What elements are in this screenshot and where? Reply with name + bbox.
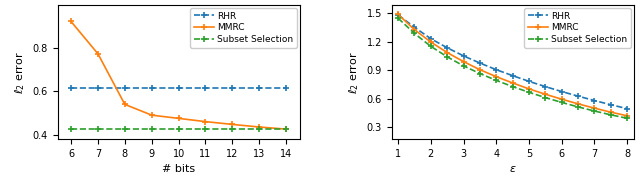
MMRC bbox=[460, 61, 467, 63]
Subset Selection bbox=[591, 110, 598, 112]
MMRC bbox=[492, 76, 500, 78]
Line: Subset Selection: Subset Selection bbox=[68, 126, 289, 132]
MMRC bbox=[623, 115, 631, 117]
MMRC bbox=[175, 117, 182, 119]
Subset Selection bbox=[444, 56, 451, 58]
MMRC bbox=[444, 51, 451, 54]
Y-axis label: $\ell_2$ error: $\ell_2$ error bbox=[347, 51, 361, 94]
MMRC bbox=[148, 114, 156, 116]
MMRC bbox=[67, 20, 75, 23]
RHR bbox=[623, 108, 631, 110]
RHR bbox=[255, 87, 263, 89]
Subset Selection bbox=[175, 128, 182, 130]
RHR bbox=[94, 87, 102, 89]
RHR bbox=[558, 90, 566, 93]
Subset Selection bbox=[394, 17, 402, 19]
Y-axis label: $\ell_2$ error: $\ell_2$ error bbox=[13, 51, 27, 94]
MMRC bbox=[476, 69, 484, 71]
RHR bbox=[202, 87, 209, 89]
RHR bbox=[175, 87, 182, 89]
Subset Selection bbox=[492, 79, 500, 82]
RHR bbox=[509, 75, 516, 77]
Subset Selection bbox=[411, 32, 419, 35]
MMRC bbox=[509, 82, 516, 84]
MMRC bbox=[541, 93, 549, 95]
Subset Selection bbox=[94, 128, 102, 130]
Subset Selection bbox=[558, 101, 566, 103]
MMRC bbox=[558, 98, 566, 100]
Subset Selection bbox=[121, 128, 129, 130]
Line: RHR: RHR bbox=[68, 85, 289, 91]
RHR bbox=[492, 69, 500, 71]
MMRC bbox=[427, 41, 435, 43]
Subset Selection bbox=[541, 96, 549, 99]
Subset Selection bbox=[202, 128, 209, 130]
Subset Selection bbox=[623, 117, 631, 119]
RHR bbox=[525, 80, 532, 82]
MMRC bbox=[121, 103, 129, 105]
Subset Selection bbox=[476, 72, 484, 75]
Subset Selection bbox=[255, 128, 263, 130]
RHR bbox=[228, 87, 236, 89]
Subset Selection bbox=[282, 128, 290, 130]
X-axis label: $\varepsilon$: $\varepsilon$ bbox=[509, 164, 516, 174]
RHR bbox=[394, 14, 402, 16]
MMRC bbox=[255, 126, 263, 128]
MMRC bbox=[591, 107, 598, 109]
MMRC bbox=[394, 13, 402, 15]
Line: MMRC: MMRC bbox=[68, 19, 289, 132]
Subset Selection bbox=[574, 106, 582, 108]
RHR bbox=[411, 26, 419, 28]
Subset Selection bbox=[427, 45, 435, 47]
RHR bbox=[67, 87, 75, 89]
Subset Selection bbox=[67, 128, 75, 130]
MMRC bbox=[282, 128, 290, 130]
Subset Selection bbox=[228, 128, 236, 130]
MMRC bbox=[202, 121, 209, 123]
Subset Selection bbox=[525, 91, 532, 93]
MMRC bbox=[94, 53, 102, 55]
Subset Selection bbox=[460, 65, 467, 67]
RHR bbox=[574, 95, 582, 97]
RHR bbox=[476, 62, 484, 64]
Legend: RHR, MMRC, Subset Selection: RHR, MMRC, Subset Selection bbox=[524, 8, 631, 48]
RHR bbox=[444, 47, 451, 49]
RHR bbox=[541, 85, 549, 88]
Subset Selection bbox=[509, 85, 516, 88]
MMRC bbox=[411, 29, 419, 31]
RHR bbox=[460, 55, 467, 57]
Line: Subset Selection: Subset Selection bbox=[396, 15, 630, 121]
Subset Selection bbox=[607, 114, 614, 116]
MMRC bbox=[228, 123, 236, 125]
MMRC bbox=[574, 103, 582, 105]
X-axis label: # bits: # bits bbox=[162, 164, 195, 174]
RHR bbox=[148, 87, 156, 89]
RHR bbox=[282, 87, 290, 89]
RHR bbox=[607, 104, 614, 106]
Legend: RHR, MMRC, Subset Selection: RHR, MMRC, Subset Selection bbox=[190, 8, 297, 48]
Line: RHR: RHR bbox=[396, 12, 630, 111]
MMRC bbox=[525, 88, 532, 90]
Line: MMRC: MMRC bbox=[396, 12, 630, 119]
MMRC bbox=[607, 111, 614, 113]
Subset Selection bbox=[148, 128, 156, 130]
RHR bbox=[121, 87, 129, 89]
RHR bbox=[427, 38, 435, 40]
RHR bbox=[591, 100, 598, 102]
